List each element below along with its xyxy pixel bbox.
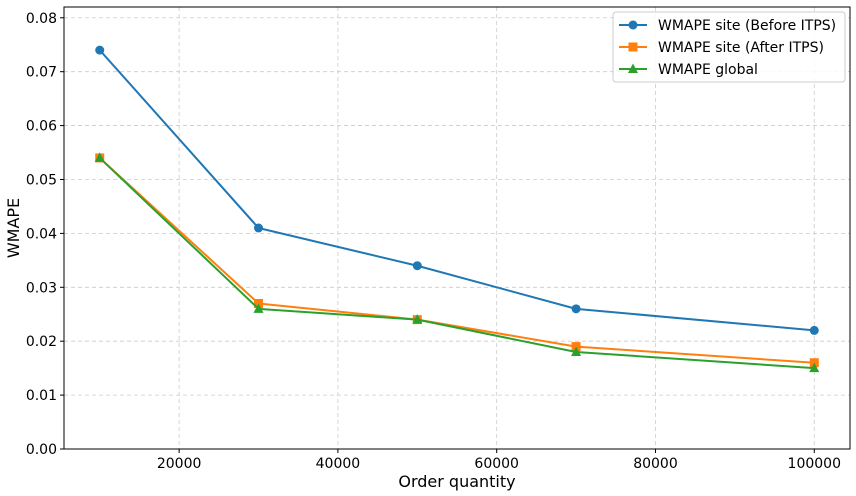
- legend-item: WMAPE global: [619, 62, 758, 78]
- data-point: [253, 303, 264, 313]
- x-axis: 20000 40000 60000 80000 100000: [157, 449, 841, 472]
- legend-item: WMAPE site (After ITPS): [619, 40, 824, 56]
- legend-marker: [628, 20, 638, 30]
- x-axis-title: Order quantity: [398, 472, 515, 491]
- data-point: [95, 45, 105, 55]
- y-tick-label: 0.03: [26, 280, 57, 296]
- x-tick-label: 80000: [633, 456, 678, 472]
- data-point: [94, 152, 105, 162]
- x-tick-label: 60000: [474, 456, 519, 472]
- x-tick-label: 20000: [157, 456, 202, 472]
- legend-label: WMAPE site (After ITPS): [658, 40, 824, 56]
- legend: WMAPE site (Before ITPS) WMAPE site (Afte…: [612, 11, 846, 83]
- x-tick-label: 40000: [316, 456, 361, 472]
- y-tick-label: 0.07: [26, 65, 57, 81]
- y-tick-label: 0.05: [26, 172, 57, 188]
- y-tick-label: 0.06: [26, 119, 57, 135]
- legend-label: WMAPE global: [658, 62, 758, 78]
- series-1: [95, 45, 819, 335]
- legend-marker: [628, 63, 638, 73]
- data-point: [809, 362, 820, 373]
- data-point: [571, 346, 582, 356]
- y-tick-label: 0.02: [26, 334, 57, 350]
- series-3: [94, 152, 820, 373]
- legend-marker: [628, 42, 638, 52]
- y-tick-label: 0.08: [26, 11, 57, 27]
- y-tick-label: 0.01: [26, 388, 57, 404]
- legend-label: WMAPE site (Before ITPS): [658, 18, 836, 34]
- y-tick-label: 0.04: [26, 226, 57, 242]
- data-point: [412, 261, 422, 271]
- legend-box: [612, 11, 846, 83]
- data-point: [571, 304, 581, 314]
- plot-frame: [63, 6, 851, 450]
- y-axis-title: WMAPE: [4, 198, 23, 258]
- y-axis: 0.00 0.01 0.02 0.03 0.04 0.05 0.06 0.07 0.08: [26, 11, 64, 458]
- data-point: [254, 223, 264, 233]
- legend-item: WMAPE site (Before ITPS): [619, 18, 836, 34]
- x-tick-label: 100000: [788, 456, 841, 472]
- y-tick-label: 0.00: [26, 442, 57, 458]
- data-point: [809, 325, 819, 335]
- data-point: [412, 314, 423, 324]
- series-layer: [94, 45, 820, 373]
